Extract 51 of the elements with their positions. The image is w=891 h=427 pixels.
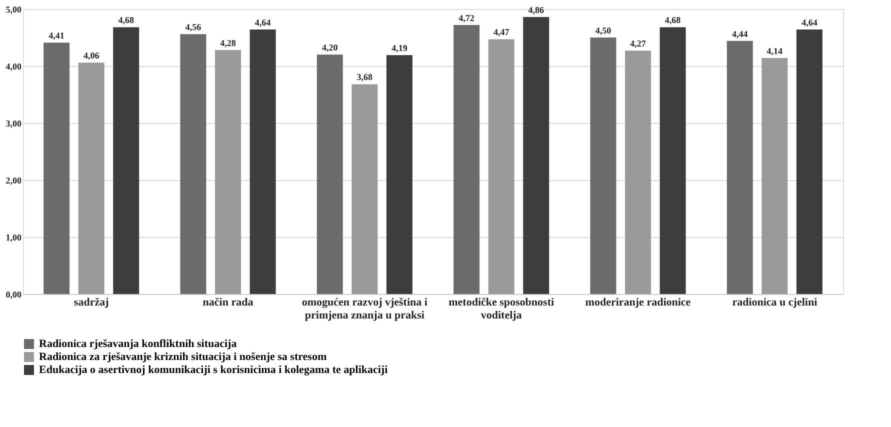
data-label: 4,86	[528, 4, 544, 15]
data-label: 4,06	[83, 50, 100, 61]
y-tick-label: 4,00	[6, 62, 22, 72]
data-label: 4,41	[48, 30, 65, 41]
bar	[796, 30, 822, 294]
data-label: 4,28	[220, 38, 236, 48]
y-tick-label: 0,00	[6, 290, 22, 300]
bar	[625, 50, 651, 294]
data-label: 4,64	[802, 18, 818, 28]
legend-label: Edukacija o asertivnoj komunikaciji s korisnicima i kolegama te aplikaciji	[39, 364, 388, 376]
legend-label: Radionica za rješavanje kriznih situacija i nošenje sa stresom	[39, 351, 327, 363]
bar	[590, 38, 616, 294]
y-tick-label: 2,00	[6, 176, 22, 186]
bar	[726, 40, 753, 294]
y-tick-label: 3,00	[6, 118, 22, 128]
data-label: 4,19	[392, 43, 408, 54]
bar	[523, 16, 550, 294]
bar	[762, 58, 788, 294]
bar	[488, 39, 514, 294]
bar	[316, 54, 343, 294]
x-tick-label: sadržaj	[74, 296, 109, 308]
x-tick-label: način rada	[202, 296, 254, 308]
bar	[113, 27, 140, 294]
bar	[78, 62, 104, 294]
x-tick-label: omogućen razvoj vještina i primjena znanja u praksi	[302, 296, 428, 322]
y-tick-label: 1,00	[6, 232, 22, 242]
data-label: 4,68	[118, 15, 134, 26]
data-label: 4,27	[630, 38, 646, 49]
bar	[180, 34, 206, 294]
bar	[660, 27, 686, 294]
data-label: 4,68	[664, 15, 682, 26]
y-tick-label: 5,00	[6, 4, 22, 14]
data-label: 4,44	[732, 28, 748, 39]
data-label: 4,14	[766, 46, 784, 56]
bar	[352, 84, 378, 294]
data-label: 4,20	[322, 42, 338, 53]
bar	[454, 24, 480, 294]
data-label: 4,47	[493, 27, 510, 38]
bar	[250, 30, 276, 294]
data-label: 4,50	[595, 26, 612, 36]
data-label: 4,64	[254, 18, 272, 28]
bar	[386, 55, 412, 294]
data-label: 4,56	[185, 22, 202, 32]
legend-label: Radionica rješavanja konfliktnih situacija	[39, 338, 238, 350]
bar	[215, 50, 241, 294]
data-label: 4,72	[458, 12, 475, 23]
data-label: 3,68	[356, 72, 374, 82]
bar	[44, 42, 70, 294]
x-tick-label: moderiranje radionice	[585, 296, 691, 308]
x-tick-label: radionica u cjelini	[732, 296, 818, 308]
x-tick-label: metodičke sposobnosti voditelja	[448, 296, 554, 322]
